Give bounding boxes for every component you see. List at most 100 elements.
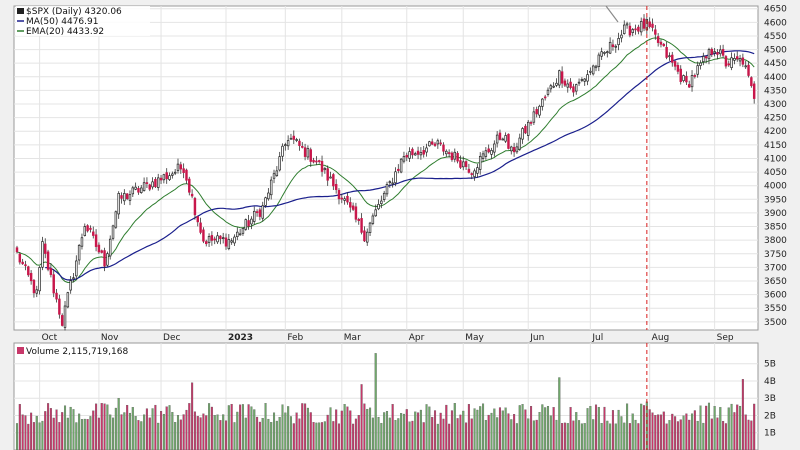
volume-bar xyxy=(566,423,569,450)
candle-body xyxy=(123,193,126,202)
volume-bar xyxy=(80,419,83,450)
volume-bar xyxy=(306,407,309,450)
candle-body xyxy=(329,176,332,179)
volume-bar xyxy=(722,420,725,450)
volume-bar xyxy=(524,409,527,450)
candle-body xyxy=(747,64,750,76)
candle-body xyxy=(512,146,516,153)
candle-body xyxy=(382,192,386,200)
candle-body xyxy=(515,146,519,153)
candle-body xyxy=(631,29,634,33)
price-tick-label: 4400 xyxy=(764,73,787,83)
candle-body xyxy=(702,56,705,62)
month-label: Apr xyxy=(409,333,425,343)
candle-body xyxy=(185,169,188,181)
volume-bar xyxy=(606,420,609,450)
volume-legend-box xyxy=(16,345,144,356)
volume-bar xyxy=(112,417,115,450)
candle-body xyxy=(267,192,270,200)
volume-bar xyxy=(419,409,422,450)
volume-bar xyxy=(38,422,41,450)
volume-bar xyxy=(191,382,194,450)
volume-bar xyxy=(484,420,487,450)
candle-body xyxy=(315,160,318,163)
candle-body xyxy=(713,51,716,54)
volume-bar xyxy=(27,423,30,450)
volume-bar xyxy=(44,411,47,450)
candle-body xyxy=(230,240,233,243)
volume-bar xyxy=(346,406,349,450)
volume-tick-label: 1B xyxy=(764,429,776,439)
candle-body xyxy=(241,228,245,234)
candle-body xyxy=(145,182,149,184)
candle-body xyxy=(24,264,27,267)
volume-bar xyxy=(69,406,72,450)
candle-body xyxy=(428,141,431,147)
candle-body xyxy=(32,280,36,294)
volume-bar xyxy=(24,415,27,450)
volume-bar xyxy=(134,416,137,450)
volume-bar xyxy=(165,406,168,450)
candle-body xyxy=(679,68,682,82)
volume-bar xyxy=(654,415,657,450)
candle-body xyxy=(671,54,674,63)
volume-bar xyxy=(131,407,134,450)
candle-body xyxy=(648,21,651,27)
volume-bar xyxy=(208,403,211,450)
candle-body xyxy=(665,47,668,58)
candle-body xyxy=(190,193,194,197)
volume-bar xyxy=(527,418,530,450)
candle-body xyxy=(60,315,64,326)
price-tick-label: 3500 xyxy=(764,318,787,328)
candle-body xyxy=(575,84,578,92)
candle-body xyxy=(704,56,708,59)
candle-body xyxy=(656,36,660,43)
candle-body xyxy=(736,56,739,60)
candle-body xyxy=(286,140,290,147)
volume-bar xyxy=(366,408,369,450)
candle-body xyxy=(317,160,321,162)
candle-body xyxy=(459,160,462,168)
volume-bar xyxy=(439,412,442,450)
candle-body xyxy=(637,26,640,32)
price-tick-label: 4250 xyxy=(764,114,787,124)
legend-box xyxy=(16,6,150,36)
volume-bar xyxy=(518,405,521,450)
candle-body xyxy=(199,222,202,233)
volume-bar xyxy=(428,406,431,450)
candle-body xyxy=(591,65,595,75)
volume-bar xyxy=(575,412,578,450)
volume-bar xyxy=(236,411,239,450)
volume-bar xyxy=(623,422,626,450)
candle-body xyxy=(436,140,440,145)
candle-body xyxy=(173,171,177,174)
candle-body xyxy=(673,61,677,67)
candle-body xyxy=(535,109,538,115)
volume-bar xyxy=(89,416,92,450)
candle-body xyxy=(306,148,310,158)
candle-body xyxy=(484,150,488,157)
candle-body xyxy=(552,85,555,88)
price-tick-label: 3700 xyxy=(764,263,787,273)
volume-bar xyxy=(620,416,623,450)
volume-bar xyxy=(530,405,533,450)
volume-bar xyxy=(222,414,225,450)
volume-bar xyxy=(219,420,222,450)
volume-bar xyxy=(363,403,366,450)
volume-bar xyxy=(83,418,86,450)
volume-bar xyxy=(261,417,264,450)
candle-body xyxy=(275,170,279,176)
month-label: Jul xyxy=(591,333,603,343)
price-tick-label: 3850 xyxy=(764,223,787,233)
volume-bar xyxy=(739,405,742,450)
volume-bar xyxy=(354,418,357,450)
candle-body xyxy=(66,292,70,308)
candle-body xyxy=(188,178,191,193)
callout-pointer xyxy=(605,5,619,23)
price-tick-label: 4200 xyxy=(764,127,787,137)
candle-body xyxy=(730,57,733,68)
candle-body xyxy=(312,159,315,163)
candle-body xyxy=(46,251,50,270)
candle-body xyxy=(295,139,298,141)
volume-bar xyxy=(61,412,64,450)
